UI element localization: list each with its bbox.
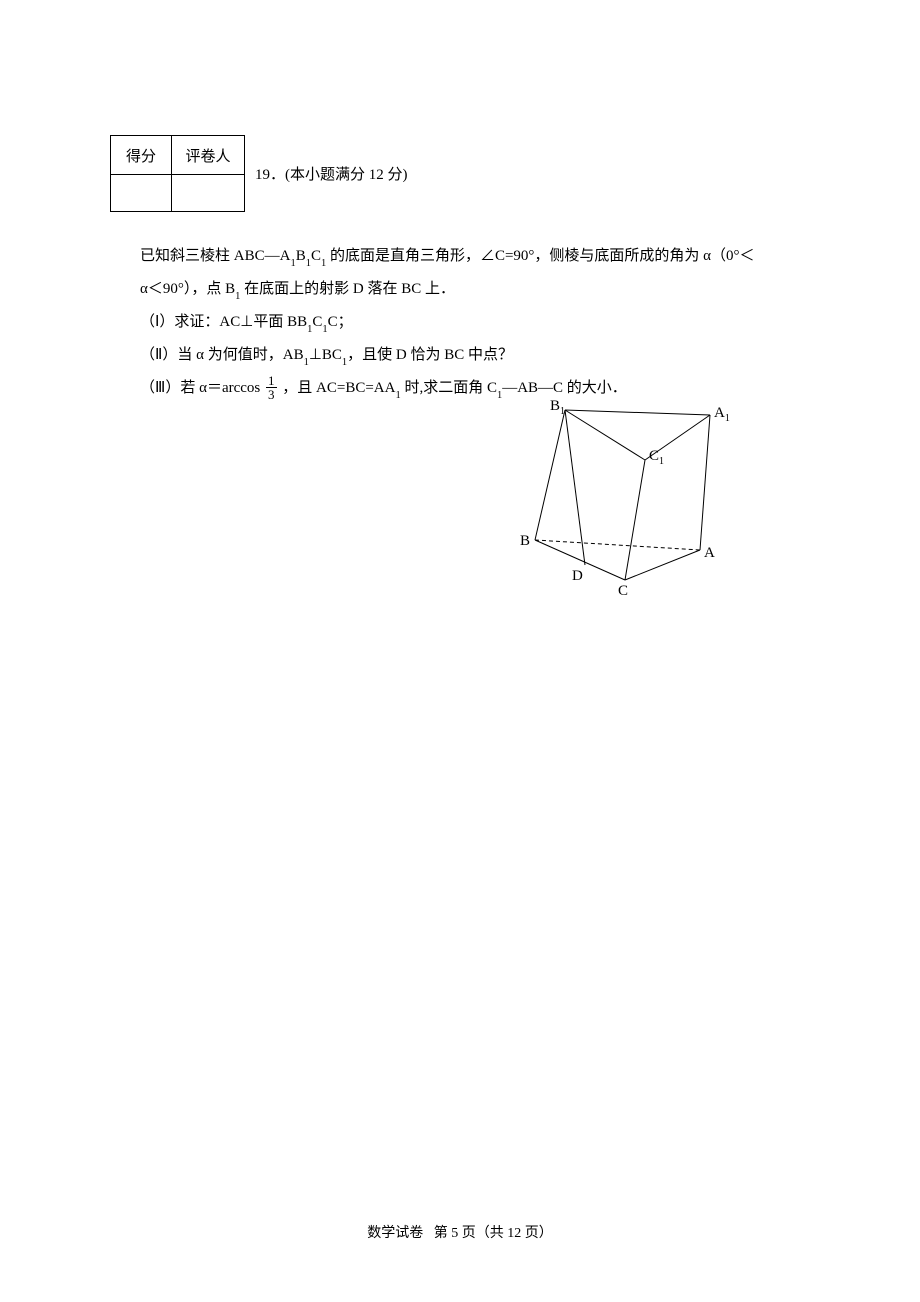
edge-CA: [625, 550, 700, 580]
intro-line-1: 已知斜三棱柱 ABC—A1B1C1 的底面是直角三角形，∠C=90°，侧棱与底面…: [140, 240, 810, 273]
prism-diagram: B1 A1 C1 B A C D: [510, 395, 740, 615]
score-table: 得分 评卷人: [110, 135, 245, 212]
label-A: A: [704, 545, 715, 561]
score-value-cell: [111, 175, 172, 212]
grader-header-cell: 评卷人: [172, 136, 245, 175]
question-body: 已知斜三棱柱 ABC—A1B1C1 的底面是直角三角形，∠C=90°，侧棱与底面…: [110, 240, 810, 405]
edge-C1C: [625, 460, 645, 580]
question-number: 19．(本小题满分 12 分): [255, 163, 408, 184]
edge-B1B: [535, 410, 565, 540]
qpoints-text: (本小题满分 12 分): [285, 167, 408, 183]
edge-B1D: [565, 410, 585, 565]
page-footer: 数学试卷 第 5 页（共 12 页）: [0, 1222, 920, 1242]
qnum-text: 19．: [255, 167, 285, 183]
label-B1: B1: [550, 398, 565, 417]
header-row: 得分 评卷人 19．(本小题满分 12 分): [110, 135, 810, 212]
label-C1: C1: [649, 448, 664, 467]
edge-B1A1: [565, 410, 710, 415]
footer-page: 第 5 页（共 12 页）: [434, 1226, 553, 1241]
intro-line-2: α＜90°），点 B1 在底面上的射影 D 落在 BC 上．: [140, 273, 810, 306]
label-C: C: [618, 583, 628, 599]
label-D: D: [572, 568, 583, 584]
label-B: B: [520, 533, 530, 549]
fraction: 13: [266, 374, 277, 401]
grader-value-cell: [172, 175, 245, 212]
part-1: （Ⅰ）求证：AC⊥平面 BB1C1C；: [140, 306, 810, 339]
label-A1: A1: [714, 405, 730, 424]
edge-BA-hidden: [535, 540, 700, 550]
part-2: （Ⅱ）当 α 为何值时，AB1⊥BC1，且使 D 恰为 BC 中点？: [140, 339, 810, 372]
score-header-cell: 得分: [111, 136, 172, 175]
exam-page: 得分 评卷人 19．(本小题满分 12 分) 已知斜三棱柱 ABC—A1B1C1…: [0, 0, 920, 405]
edge-A1A: [700, 415, 710, 550]
footer-subject: 数学试卷: [367, 1226, 423, 1241]
edge-B1C1: [565, 410, 645, 460]
